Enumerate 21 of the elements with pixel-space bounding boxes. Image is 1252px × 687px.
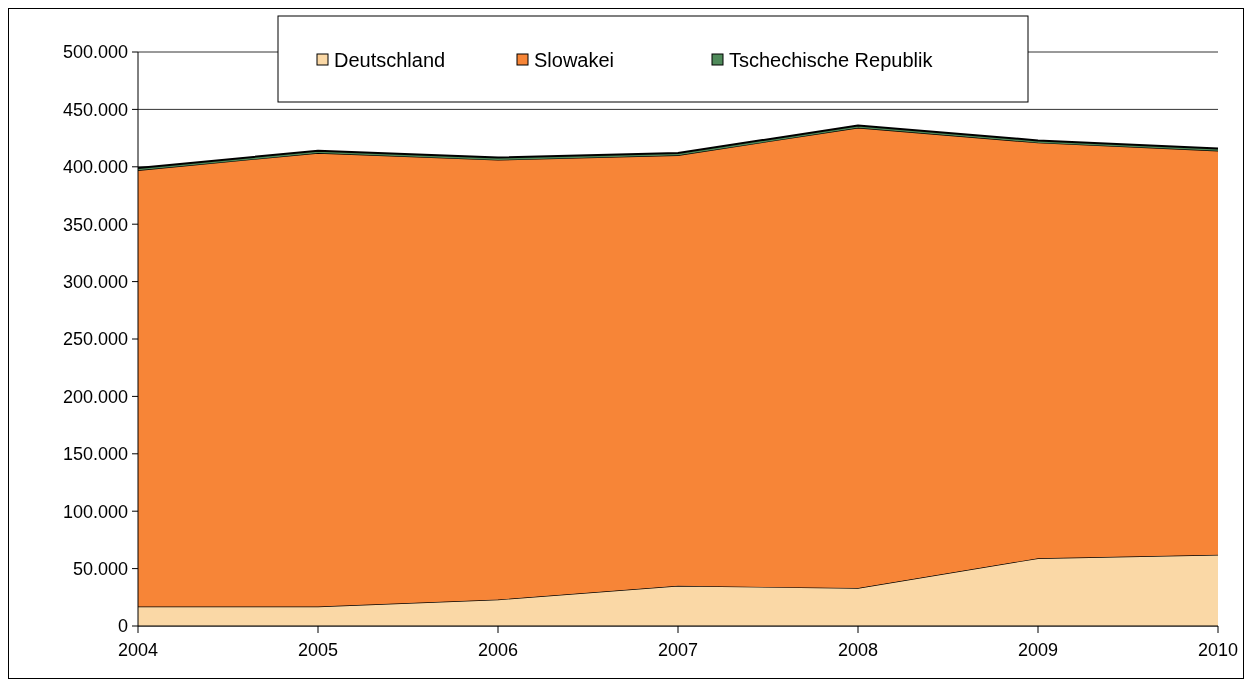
x-tick-label: 2009 [1017, 640, 1059, 660]
y-tick-label: 300.000 [62, 271, 128, 292]
legend-label: Tschechische Republik [729, 49, 934, 71]
x-tick-label: 2004 [117, 640, 159, 660]
legend-label: Slowakei [534, 49, 615, 71]
x-tick-label: 2006 [477, 640, 519, 660]
y-tick-label: 150.000 [62, 444, 128, 465]
y-tick-label: 250.000 [62, 329, 128, 350]
x-tick-label: 2008 [837, 640, 879, 660]
legend-label: Deutschland [334, 49, 446, 71]
y-tick-label: 500.000 [62, 42, 128, 63]
x-tick-label: 2005 [297, 640, 339, 660]
y-tick-label: 350.000 [62, 214, 128, 235]
y-tick-label: 50.000 [72, 558, 128, 579]
x-tick-label: 2010 [1197, 640, 1239, 660]
y-tick-label: 450.000 [62, 99, 128, 120]
y-tick-label: 100.000 [62, 501, 128, 522]
y-tick-label: 200.000 [62, 386, 128, 407]
x-tick-label: 2007 [657, 640, 699, 660]
y-tick-label: 400.000 [62, 157, 128, 178]
y-tick-label: 0 [117, 616, 128, 637]
